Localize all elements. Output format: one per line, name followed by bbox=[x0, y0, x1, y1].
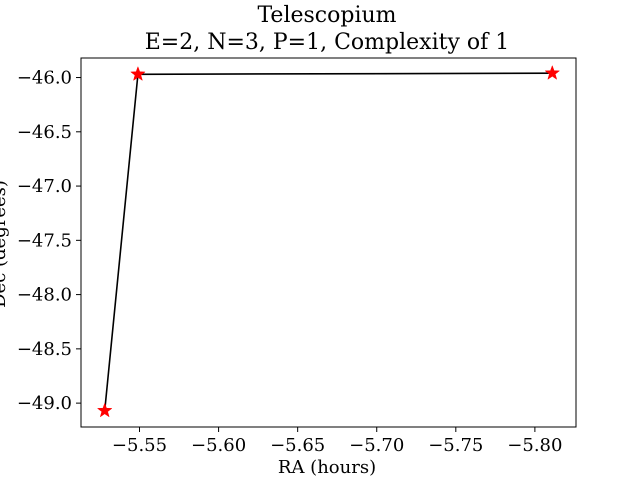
x-tick-label: −5.80 bbox=[507, 435, 562, 456]
x-tick-label: −5.55 bbox=[112, 435, 167, 456]
series-line bbox=[103, 72, 553, 411]
star-marker bbox=[96, 402, 113, 418]
y-tick-label: −49.0 bbox=[17, 393, 72, 414]
x-tick-label: −5.75 bbox=[428, 435, 483, 456]
chart-subtitle: E=2, N=3, P=1, Complexity of 1 bbox=[145, 30, 510, 55]
plot-area: −5.55 −5.60 −5.65 −5.70 −5.75 −5.80 −46.0 −46.5… bbox=[17, 57, 577, 456]
x-tick-label: −5.60 bbox=[191, 435, 246, 456]
chart-title: Telescopium bbox=[257, 3, 396, 28]
y-tick-label: −47.5 bbox=[17, 230, 72, 251]
y-tick-label: −47.0 bbox=[17, 176, 72, 197]
star-marker bbox=[130, 66, 146, 81]
plot-frame bbox=[80, 57, 577, 428]
x-axis-label: RA (hours) bbox=[278, 457, 376, 478]
y-tick-label: −46.5 bbox=[17, 122, 72, 143]
y-tick-label: −46.0 bbox=[17, 68, 72, 89]
x-tick-label: −5.65 bbox=[270, 435, 325, 456]
y-tick-label: −48.5 bbox=[17, 339, 72, 360]
star-marker bbox=[544, 64, 561, 80]
y-tick-label: −48.0 bbox=[17, 285, 72, 306]
y-axis-label: Dec (degrees) bbox=[0, 180, 10, 308]
x-tick-label: −5.70 bbox=[349, 435, 404, 456]
